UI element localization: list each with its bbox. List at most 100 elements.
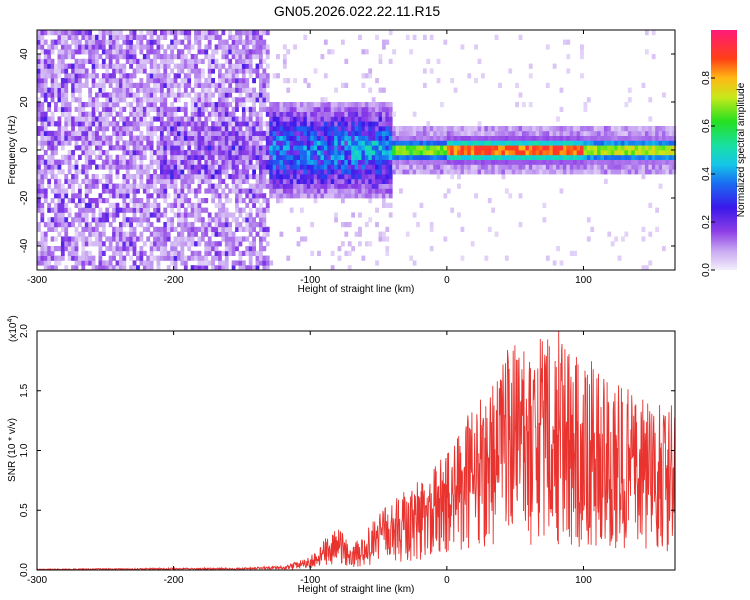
spectrogram-cell: [378, 174, 383, 180]
spectrogram-cell: [610, 159, 615, 165]
spectrogram-cell: [200, 207, 205, 213]
spectrogram-cell: [323, 188, 328, 194]
spectrogram-cell: [395, 169, 400, 175]
spectrogram-cell: [190, 231, 195, 237]
spectrogram-cell: [211, 255, 216, 261]
spectrogram-cell: [170, 154, 175, 160]
spectrogram-cell: [112, 193, 116, 199]
spectrogram-cell: [590, 145, 595, 151]
spectrogram-cell: [218, 111, 222, 117]
spectrogram-cell: [347, 265, 352, 271]
spectrogram-cell: [139, 154, 144, 160]
spectrogram-cell: [460, 154, 465, 160]
spectrogram-cell: [101, 78, 106, 84]
spectrogram-cell: [262, 58, 267, 64]
spectrogram-cell: [190, 106, 195, 112]
spectrogram-cell: [385, 174, 390, 180]
spectrogram-cell: [648, 116, 653, 122]
spectrogram-cell: [54, 150, 58, 156]
spectrogram-cell: [214, 154, 219, 160]
spectrogram-cell: [187, 188, 192, 194]
spectrogram-cell: [43, 130, 48, 136]
spectrogram-cell: [607, 231, 612, 237]
spectrogram-cell: [177, 150, 181, 156]
spectrogram-cell: [84, 39, 89, 45]
spectrogram-cell: [108, 202, 113, 208]
spectrogram-cell: [88, 140, 93, 146]
spectrogram-cell: [228, 111, 233, 117]
spectrogram-cell: [583, 154, 588, 160]
spectrogram-cell: [81, 82, 86, 88]
spectrogram-cell: [71, 49, 75, 55]
spectrogram-cell: [255, 97, 260, 103]
spectrogram-cell: [245, 116, 250, 122]
spectrogram-cell: [436, 135, 441, 141]
spectrogram-cell: [238, 150, 243, 156]
spectrogram-cell: [156, 207, 161, 213]
spectrogram-cell: [583, 106, 588, 112]
spectrogram-cell: [238, 207, 243, 213]
spectrogram-cell: [166, 255, 171, 261]
spectrogram-cell: [334, 116, 338, 122]
spectrogram-cell: [358, 102, 362, 108]
spectrogram-cell: [252, 217, 256, 223]
spectrogram-cell: [214, 116, 219, 122]
spectrogram-cell: [528, 102, 533, 108]
spectrogram-cell: [351, 140, 356, 146]
spectrogram-cell: [648, 169, 653, 175]
spectrogram-cell: [47, 63, 52, 69]
spectrogram-cell: [460, 130, 465, 136]
spectrogram-cell: [43, 135, 48, 141]
spectrogram-cell: [50, 49, 55, 55]
spectrogram-cell: [255, 140, 260, 146]
spectrogram-cell: [265, 140, 270, 146]
spectrogram-cell: [477, 145, 482, 151]
spectrogram-cell: [422, 130, 427, 136]
spectrogram-cell: [358, 34, 362, 40]
spectrogram-cell: [40, 49, 45, 55]
spectrogram-cell: [180, 260, 185, 266]
spectrogram-cell: [84, 116, 89, 122]
spectrogram-cell: [235, 246, 239, 252]
spectrogram-cell: [197, 202, 202, 208]
spectrogram-cell: [334, 159, 338, 165]
spectrogram-cell: [542, 130, 547, 136]
spectrogram-cell: [573, 154, 578, 160]
spectrogram-cell: [457, 212, 461, 218]
spectrogram-cell: [559, 150, 564, 156]
spectrogram-cell: [559, 159, 564, 165]
spectrogram-cell: [484, 159, 489, 165]
spectrogram-cell: [125, 44, 130, 50]
spectrogram-cell: [399, 140, 403, 146]
spectrogram-cell: [334, 135, 338, 141]
spectrogram-cell: [122, 207, 127, 213]
spectrogram-cell: [460, 169, 465, 175]
spectrogram-cell: [525, 154, 530, 160]
spectrogram-cell: [259, 130, 263, 136]
spectrogram-cell: [259, 44, 263, 50]
spectrogram-cell: [149, 87, 154, 93]
spectrogram-cell: [190, 178, 195, 184]
spectrogram-cell: [317, 150, 321, 156]
spectrogram-cell: [105, 102, 110, 108]
spectrogram-cell: [597, 140, 601, 146]
spectrogram-cell: [122, 154, 127, 160]
spectrogram-cell: [74, 236, 79, 242]
spectrogram-cell: [118, 49, 123, 55]
spectrogram-cell: [54, 212, 58, 218]
spectrogram-cell: [648, 231, 653, 237]
spectrogram-cell: [344, 231, 349, 237]
spectrogram-cell: [187, 159, 192, 165]
spectrogram-cell: [139, 222, 144, 228]
spectrogram-cell: [81, 73, 86, 79]
spectrogram-cell: [306, 193, 311, 199]
spectrogram-cell: [231, 63, 236, 69]
spectrogram-cell: [129, 44, 134, 50]
spectrogram-cell: [286, 255, 291, 261]
spectrogram-cell: [481, 159, 485, 165]
spectrogram-cell: [98, 54, 103, 60]
spectrogram-cell: [60, 30, 65, 36]
spectrogram-cell: [77, 97, 82, 103]
spectrogram-cell: [95, 106, 99, 112]
spectrogram-cell: [231, 178, 236, 184]
